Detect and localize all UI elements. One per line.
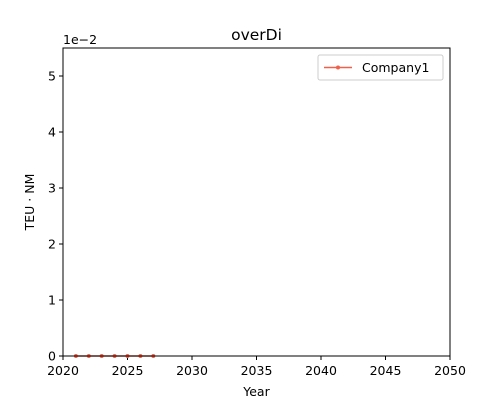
y-tick-label: 5 bbox=[48, 69, 56, 84]
x-tick-label: 2020 bbox=[47, 363, 79, 378]
y-offset-text: 1e−2 bbox=[63, 32, 97, 47]
y-axis-label: TEU · NM bbox=[22, 174, 37, 232]
x-ticks: 2020 2025 2030 2035 2040 2045 2050 bbox=[47, 356, 466, 378]
y-tick-label: 1 bbox=[48, 293, 56, 308]
x-tick-label: 2030 bbox=[176, 363, 208, 378]
x-tick-label: 2050 bbox=[434, 363, 466, 378]
x-tick-label: 2040 bbox=[305, 363, 337, 378]
y-tick-label: 3 bbox=[48, 181, 56, 196]
legend-label-company1: Company1 bbox=[362, 60, 429, 75]
legend-marker-company1 bbox=[336, 65, 340, 70]
chart-title: overDi bbox=[231, 26, 282, 44]
y-tick-label: 2 bbox=[48, 237, 56, 252]
y-ticks: 0 1 2 3 4 5 bbox=[48, 69, 63, 364]
legend: Company1 bbox=[317, 54, 444, 81]
legend-box bbox=[317, 54, 444, 81]
x-tick-label: 2045 bbox=[370, 363, 402, 378]
x-tick-label: 2035 bbox=[241, 363, 273, 378]
y-tick-label: 4 bbox=[48, 125, 56, 140]
y-tick-label: 0 bbox=[48, 349, 56, 364]
x-tick-label: 2025 bbox=[112, 363, 144, 378]
plot-frame bbox=[62, 47, 451, 357]
x-axis-label: Year bbox=[242, 384, 270, 399]
